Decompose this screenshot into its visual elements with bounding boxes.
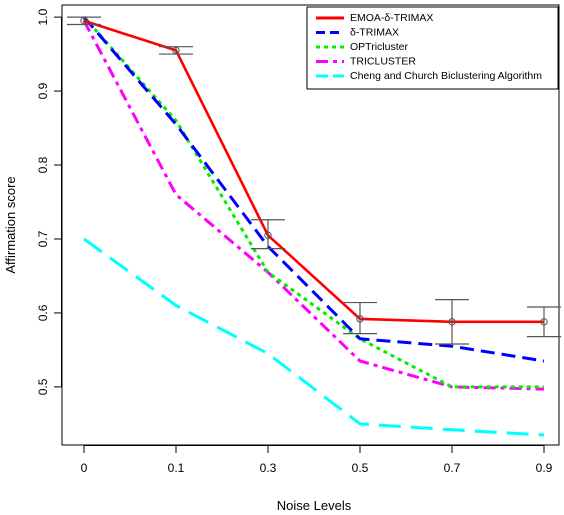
legend-label: TRICLUSTER (350, 55, 416, 67)
y-tick-label: 0.5 (36, 378, 50, 395)
x-tick-label: 0.5 (352, 461, 369, 475)
y-tick-label: 1.0 (36, 8, 50, 25)
series-line-tricluster (82, 20, 545, 391)
legend-label: EMOA-δ-TRIMAX (350, 12, 433, 24)
y-tick-label: 0.6 (36, 304, 50, 321)
data-point-marker (80, 17, 88, 25)
error-bar (251, 219, 285, 250)
y-tick-label: 0.8 (36, 156, 50, 173)
data-point-marker (356, 315, 364, 323)
series-layer (67, 16, 561, 437)
series-line-optricluster (82, 16, 544, 389)
error-bar (527, 306, 561, 338)
x-tick-label: 0.7 (444, 461, 461, 475)
data-point-marker (540, 318, 548, 326)
legend-label: OPTricluster (350, 41, 408, 53)
x-tick-label: 0.3 (260, 461, 277, 475)
x-tick-label: 0.9 (536, 461, 553, 475)
legend-label: Cheng and Church Biclustering Algorithm (350, 70, 542, 82)
y-tick-label: 0.9 (36, 82, 50, 99)
legend-label: δ-TRIMAX (350, 26, 399, 38)
series-line-trimax (82, 16, 545, 363)
x-axis-label: Noise Levels (277, 498, 352, 513)
data-point-marker (172, 46, 180, 55)
series-line-emoa-trimax (83, 19, 544, 324)
legend: EMOA-δ-TRIMAX δ-TRIMAX OPTricluster TRICLUS… (306, 6, 559, 90)
data-point-marker (448, 318, 456, 326)
y-axis: 0.5 0.6 0.7 0.8 0.9 1.0 (36, 8, 62, 395)
y-tick-label: 0.7 (36, 230, 50, 247)
legend-box (306, 6, 559, 90)
error-bar (435, 299, 469, 345)
x-tick-label: 0 (81, 461, 88, 475)
x-tick-label: 0.1 (168, 461, 185, 475)
y-axis-label: Affirmation score (3, 176, 18, 273)
x-axis: 0 0.1 0.3 0.5 0.7 0.9 (81, 445, 553, 475)
data-point-marker (264, 231, 272, 239)
series-line-cheng-and-church-biclustering-algorithm (83, 237, 545, 437)
error-bar (343, 301, 377, 335)
